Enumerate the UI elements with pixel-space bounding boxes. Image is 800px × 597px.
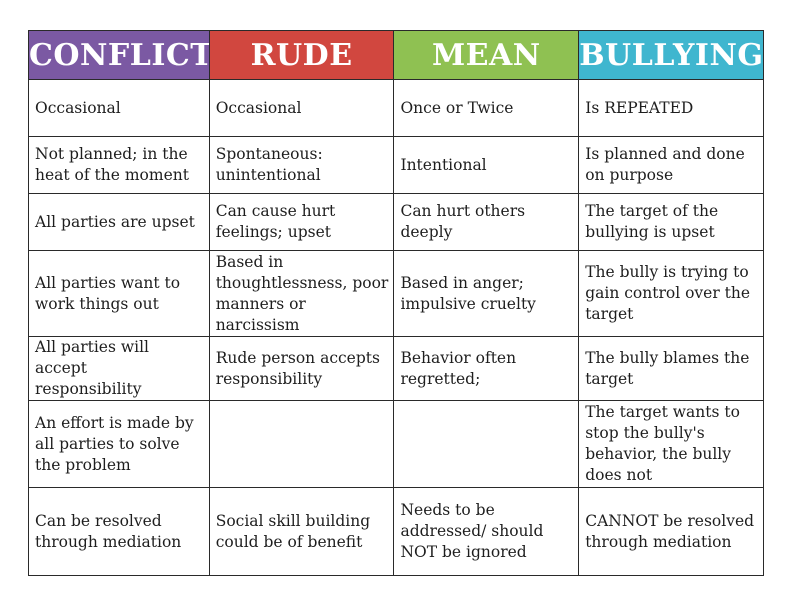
header-conflict: CONFLICT bbox=[28, 30, 210, 80]
cell-conflict: All parties want to work things out bbox=[28, 250, 210, 337]
cell-conflict: An effort is made by all parties to solv… bbox=[28, 400, 210, 488]
table-row: All parties are upset Can cause hurt fee… bbox=[28, 193, 764, 251]
comparison-chart: CONFLICT RUDE MEAN BULLYING Occasional O… bbox=[28, 30, 764, 576]
cell-rude: Based in thoughtlessness, poor manners o… bbox=[208, 250, 395, 337]
cell-mean: Intentional bbox=[393, 136, 580, 194]
cell-conflict: All parties will accept responsibility bbox=[28, 336, 210, 401]
cell-rude: Social skill building could be of benefi… bbox=[208, 487, 395, 576]
header-bullying: BULLYING bbox=[578, 30, 764, 80]
header-mean: MEAN bbox=[393, 30, 580, 80]
table-row: Occasional Occasional Once or Twice Is R… bbox=[28, 79, 764, 137]
table-row: All parties will accept responsibility R… bbox=[28, 336, 764, 401]
cell-bullying: Is planned and done on purpose bbox=[578, 136, 764, 194]
cell-rude: Spontaneous: unintentional bbox=[208, 136, 395, 194]
cell-mean: Behavior often regretted; bbox=[393, 336, 580, 401]
table-row: All parties want to work things out Base… bbox=[28, 250, 764, 337]
cell-bullying: The target wants to stop the bully's beh… bbox=[578, 400, 764, 488]
table-row: An effort is made by all parties to solv… bbox=[28, 400, 764, 488]
cell-mean: Needs to be addressed/ should NOT be ign… bbox=[393, 487, 580, 576]
cell-bullying: CANNOT be resolved through mediation bbox=[578, 487, 764, 576]
cell-mean: Once or Twice bbox=[393, 79, 580, 137]
table-row: Not planned; in the heat of the moment S… bbox=[28, 136, 764, 194]
header-rude: RUDE bbox=[208, 30, 395, 80]
comparison-table: CONFLICT RUDE MEAN BULLYING Occasional O… bbox=[28, 30, 764, 576]
cell-conflict: All parties are upset bbox=[28, 193, 210, 251]
cell-bullying: The target of the bullying is upset bbox=[578, 193, 764, 251]
header-row: CONFLICT RUDE MEAN BULLYING bbox=[28, 30, 764, 80]
cell-rude: Occasional bbox=[208, 79, 395, 137]
cell-bullying: The bully is trying to gain control over… bbox=[578, 250, 764, 337]
cell-bullying: Is REPEATED bbox=[578, 79, 764, 137]
cell-conflict: Occasional bbox=[28, 79, 210, 137]
cell-rude: Rude person accepts responsibility bbox=[208, 336, 395, 401]
cell-rude bbox=[208, 400, 395, 488]
cell-conflict: Not planned; in the heat of the moment bbox=[28, 136, 210, 194]
cell-mean: Can hurt others deeply bbox=[393, 193, 580, 251]
cell-mean bbox=[393, 400, 580, 488]
cell-rude: Can cause hurt feelings; upset bbox=[208, 193, 395, 251]
cell-bullying: The bully blames the target bbox=[578, 336, 764, 401]
table-row: Can be resolved through mediation Social… bbox=[28, 487, 764, 576]
cell-conflict: Can be resolved through mediation bbox=[28, 487, 210, 576]
cell-mean: Based in anger; impulsive cruelty bbox=[393, 250, 580, 337]
